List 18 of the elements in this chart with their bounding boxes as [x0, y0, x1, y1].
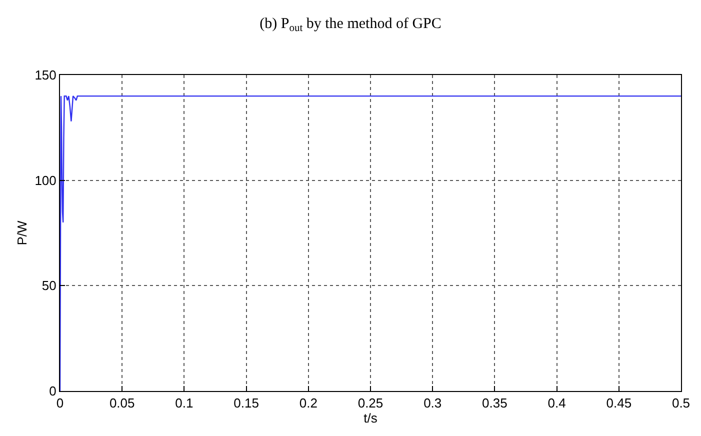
- x-tick-label: 0.3: [424, 396, 442, 411]
- x-tick-label: 0.4: [548, 396, 566, 411]
- y-tick-label: 150: [34, 68, 56, 83]
- x-tick-label: 0.5: [672, 396, 690, 411]
- y-axis-title: P/W: [14, 220, 30, 246]
- x-axis-title: t/s: [364, 410, 378, 426]
- y-tick-label: 50: [42, 278, 56, 294]
- x-tick-label: 0.45: [606, 396, 632, 411]
- x-tick-label: 0.1: [175, 396, 194, 411]
- y-tick-label: 0: [49, 384, 56, 399]
- x-tick-label: 0.25: [358, 396, 384, 411]
- y-tick-label: 100: [34, 172, 56, 188]
- x-tick-label: 0.05: [109, 396, 135, 411]
- line-series: [60, 95, 681, 391]
- chart-title: (b) P$_{out}$ by the method of GPC: [260, 16, 442, 34]
- x-tick-label: 0.15: [234, 396, 259, 411]
- x-tick-label: 0.2: [299, 396, 318, 411]
- x-tick-label: 0.35: [482, 396, 508, 411]
